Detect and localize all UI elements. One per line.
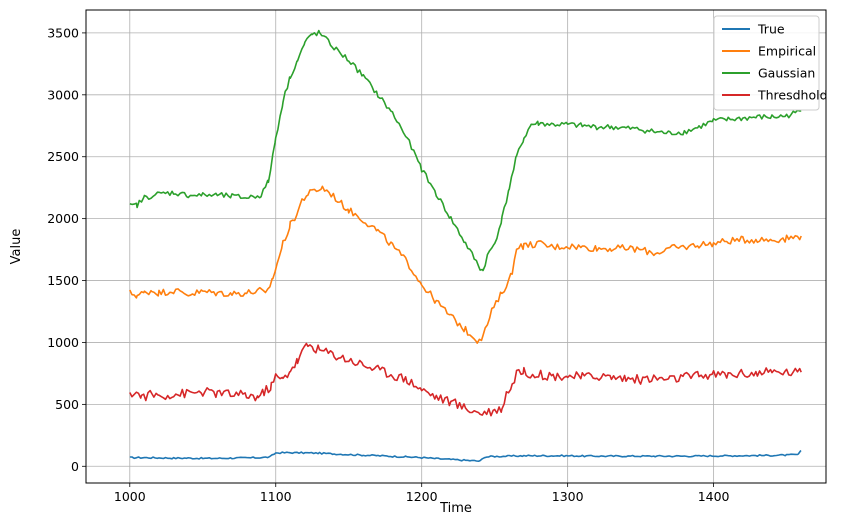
x-tick-label: 1000: [114, 489, 146, 504]
plot-series: [129, 29, 802, 463]
y-tick-label: 3500: [47, 25, 79, 40]
grid: [86, 10, 826, 483]
legend-label: Empirical: [758, 44, 816, 59]
y-tick-label: 3000: [47, 87, 79, 102]
legend-box: [713, 15, 820, 111]
axis-ticks: 1000 1100 1200 1300 1400 0 500 1000 1500 2000 2500…: [47, 25, 729, 504]
legend-label: Thresdhold: [757, 88, 828, 103]
series-line-empirical: [129, 185, 802, 345]
x-tick-label: 1200: [406, 489, 438, 504]
y-tick-label: 1000: [47, 335, 79, 350]
legend: True Empirical Gaussian Thresdhold: [713, 15, 828, 111]
y-tick-label: 500: [55, 397, 79, 412]
x-tick-label: 1300: [552, 489, 584, 504]
legend-label: Gaussian: [758, 66, 815, 81]
legend-label: True: [757, 22, 785, 37]
plot-frame: [85, 9, 827, 484]
series-line-thresdhold: [129, 342, 802, 417]
y-tick-label: 2500: [47, 149, 79, 164]
x-tick-label: 1400: [698, 489, 730, 504]
x-tick-label: 1100: [260, 489, 292, 504]
y-axis-label: Value: [9, 229, 24, 265]
x-axis-label: Time: [439, 501, 472, 516]
y-tick-label: 2000: [47, 211, 79, 226]
y-tick-label: 1500: [47, 273, 79, 288]
series-line-true: [129, 450, 802, 463]
series-line-gaussian: [129, 29, 802, 272]
y-tick-label: 0: [71, 459, 79, 474]
